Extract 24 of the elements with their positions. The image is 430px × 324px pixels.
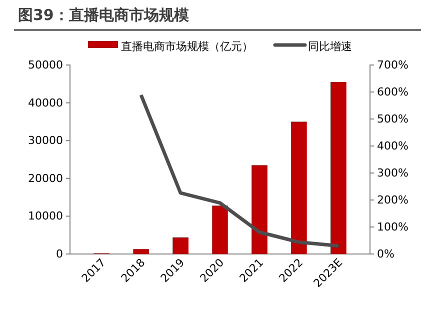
y2-tick-label: 600% [377,86,408,99]
bar [330,82,346,254]
bar [291,122,307,254]
bar [252,165,268,254]
y2-tick-label: 400% [377,140,408,153]
y2-tick-label: 200% [377,194,408,207]
chart-title: 图39：直播电商市场规模 [18,6,190,24]
bar [212,206,228,254]
bar [172,237,188,254]
y2-tick-label: 300% [377,166,408,180]
y2-tick-label: 500% [377,112,408,126]
y-tick-label: 50000 [28,58,63,72]
y-tick-label: 10000 [28,210,63,223]
legend-label: 直播电商市场规模（亿元） [121,40,253,53]
y2-tick-label: 700% [377,58,408,72]
y-tick-label: 30000 [28,134,63,148]
y-tick-label: 0 [56,248,63,261]
bar [133,249,149,254]
line-series [139,93,340,248]
y-tick-label: 20000 [28,172,63,185]
y2-tick-label: 0% [377,248,394,261]
y-tick-label: 40000 [28,96,63,110]
y2-tick-label: 100% [377,220,408,234]
legend-label: 同比增速 [308,40,352,53]
